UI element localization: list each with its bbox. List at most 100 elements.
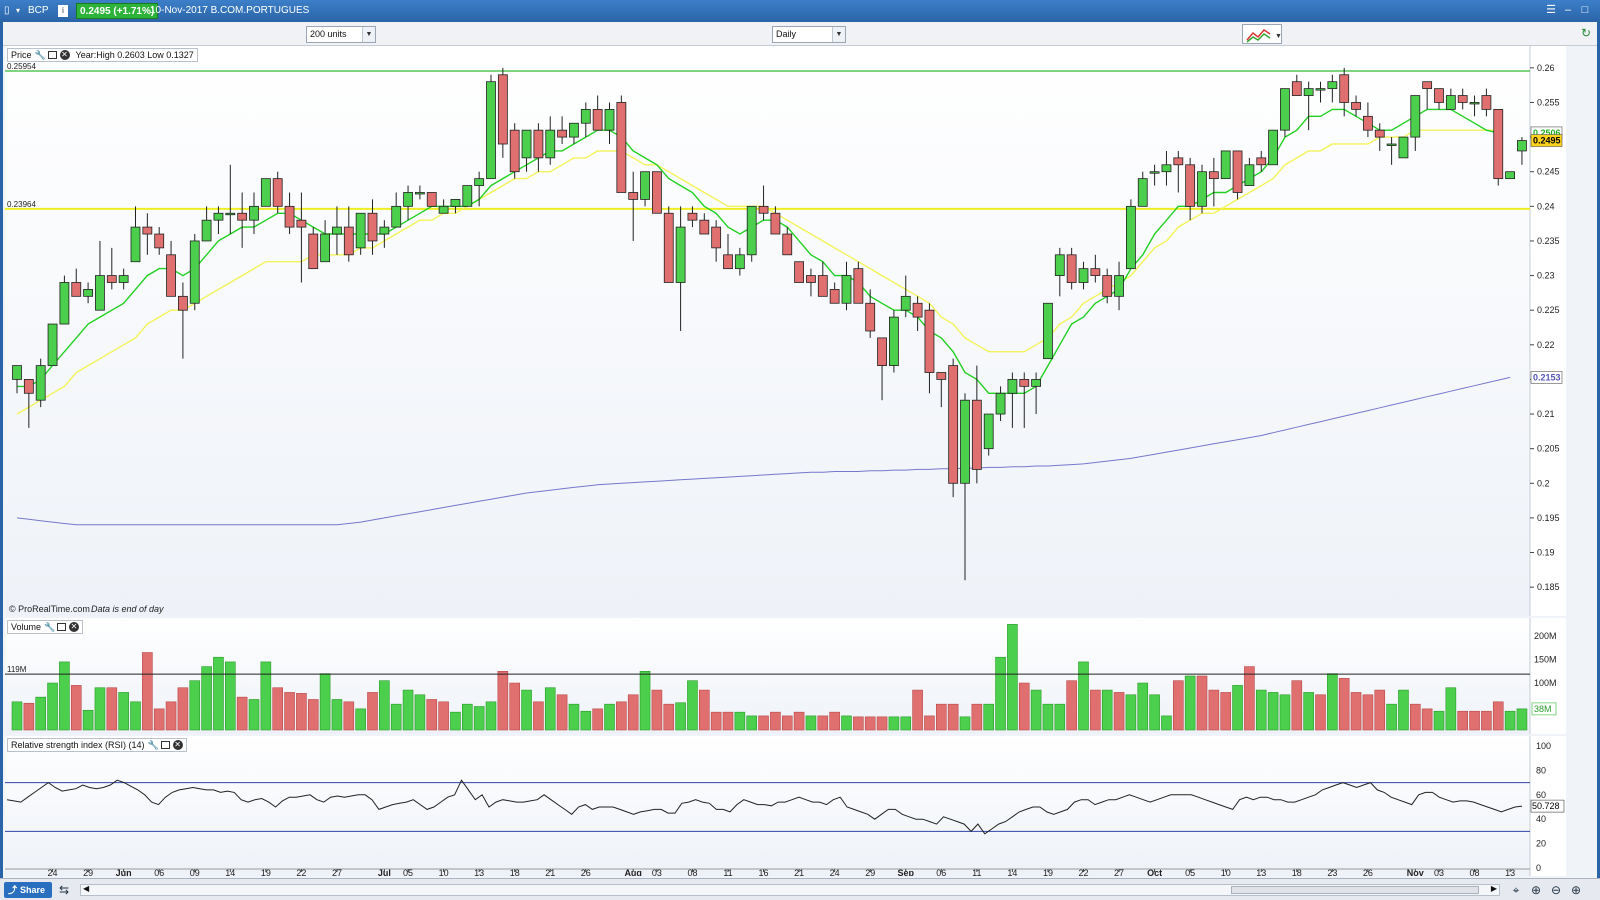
zoom-out-icon[interactable]: ⊖ (1550, 883, 1562, 897)
candle (1054, 254, 1065, 276)
volume-bar (829, 711, 840, 731)
candle (71, 282, 82, 297)
candle (154, 233, 165, 249)
sync-icon[interactable]: ⇆ (58, 883, 70, 897)
zoom-in-icon[interactable]: ⊕ (1570, 883, 1582, 897)
candle (213, 212, 224, 221)
volume-bar (1173, 680, 1184, 731)
date-tick-label: 26 (581, 868, 591, 876)
rsi-y-tick-label: 100 (1536, 741, 1551, 751)
date-tick-label: 19 (261, 868, 271, 876)
volume-bar (995, 656, 1006, 731)
volume-bar (461, 703, 473, 731)
scroll-right-icon[interactable]: ▶ (1490, 884, 1497, 893)
scroll-left-icon[interactable]: ◀ (83, 884, 90, 893)
volume-bar (841, 715, 852, 731)
window-icon[interactable] (57, 623, 67, 631)
rsi-panel-header: Relative strength index (RSI) (14) 🔧 ✕ (7, 738, 187, 752)
candle (699, 219, 710, 235)
wrench-icon[interactable]: 🔧 (34, 50, 46, 60)
candle (379, 226, 390, 235)
close-icon[interactable]: ✕ (59, 50, 70, 60)
price-change-badge: 0.2495 (+1.71%) (76, 3, 159, 19)
volume-bar (272, 687, 284, 731)
volume-bar (722, 711, 734, 731)
volume-bar (106, 687, 118, 731)
date-tick-label: 24 (830, 868, 840, 876)
period-dropdown[interactable]: Daily ▼ (772, 26, 846, 43)
candle (59, 282, 70, 325)
date-tick-label: 11 (972, 868, 981, 876)
window-icon[interactable] (47, 51, 57, 59)
volume-bar (1101, 689, 1113, 731)
wrench-icon[interactable]: 🔧 (147, 740, 159, 750)
date-tick-label: 03 (1434, 868, 1444, 876)
volume-bar (1007, 624, 1018, 731)
date-tick-label: 13 (1505, 868, 1515, 876)
candle (23, 379, 34, 394)
candle (853, 268, 864, 304)
price-y-tick-label: 0.225 (1537, 305, 1560, 315)
volume-bar (533, 701, 544, 731)
volume-bar (225, 661, 236, 731)
volume-bar (1421, 708, 1433, 731)
volume-bar (1516, 708, 1528, 731)
share-button[interactable]: ⤴ Share (4, 882, 52, 898)
title-bar: ▯ ▾ BCP i 0.2495 (+1.71%) 10-Nov-2017 B.… (0, 0, 1600, 22)
volume-chart[interactable]: 200M 150M 100M 119M 38M (5, 618, 1566, 734)
volume-bar (23, 702, 35, 731)
date-tick-label: 05 (1185, 868, 1195, 876)
info-icon[interactable]: i (58, 5, 68, 17)
volume-bar (414, 694, 426, 731)
horizontal-scrollbar[interactable]: ◀ ▶ (80, 884, 1500, 896)
zoom-fit-icon[interactable]: ⊕ (1530, 883, 1542, 897)
price-y-tick-label: 0.205 (1537, 444, 1560, 454)
volume-bar (651, 689, 663, 731)
rsi-panel-title: Relative strength index (RSI) (14) (11, 740, 145, 750)
volume-bar (284, 692, 295, 731)
candle (355, 212, 366, 249)
candle (1208, 171, 1219, 180)
candle (1043, 302, 1053, 360)
chart-toolbar: 200 units ▼ Daily ▼ ▼ ↻ (3, 22, 1597, 46)
minimize-icon[interactable]: – (1564, 4, 1572, 16)
price-y-tick-label: 0.19 (1537, 548, 1555, 558)
units-dropdown[interactable]: 200 units ▼ (306, 26, 376, 43)
app-icon[interactable]: ▯ (4, 5, 10, 16)
volume-bar (1315, 694, 1326, 731)
candle (1303, 88, 1314, 96)
scrollbar-thumb[interactable] (1231, 886, 1479, 894)
rsi-chart[interactable]: 100 80 60 40 20 0 50.728 24 29 Jun 06 09 14 19 22 27 Jul… (5, 736, 1566, 876)
volume-bar (1279, 694, 1291, 731)
candle (1291, 81, 1302, 96)
close-icon[interactable]: ✕ (172, 740, 183, 750)
candle (296, 219, 307, 228)
volume-panel: Volume 🔧 ✕ 200M 150M 100M 119M 38M (5, 618, 1566, 734)
volume-bar (817, 715, 829, 731)
rsi-y-tick-label: 20 (1536, 839, 1546, 849)
price-chart[interactable]: 0.260.2550.250.2450.240.2350.230.2250.22… (5, 46, 1566, 616)
rsi-y-tick-label: 0 (1536, 863, 1541, 873)
candle (723, 254, 733, 270)
crosshair-icon[interactable]: ⌖ (1512, 883, 1520, 897)
wrench-icon[interactable]: 🔧 (44, 622, 56, 632)
date-tick-label: Oct (1147, 868, 1162, 876)
chart-type-button[interactable]: ▼ (1242, 24, 1282, 44)
volume-bar (580, 710, 592, 731)
candle (12, 365, 22, 380)
volume-bar (1030, 689, 1042, 731)
volume-bar (47, 682, 58, 731)
maximize-icon[interactable]: □ (1581, 4, 1589, 16)
close-icon[interactable]: ✕ (69, 622, 80, 632)
window-icon[interactable] (160, 741, 170, 749)
candle (1493, 108, 1504, 180)
volume-bar (1054, 703, 1066, 731)
candle (1019, 379, 1030, 387)
candle (758, 205, 769, 214)
refresh-icon[interactable]: ↻ (1581, 26, 1592, 40)
symbol-menu-chevron-icon[interactable]: ▾ (16, 6, 21, 15)
symbol-label[interactable]: BCP (28, 5, 49, 16)
candle (1173, 157, 1184, 166)
share-button-label: Share (20, 885, 46, 895)
list-icon[interactable]: ☰ (1546, 4, 1556, 16)
